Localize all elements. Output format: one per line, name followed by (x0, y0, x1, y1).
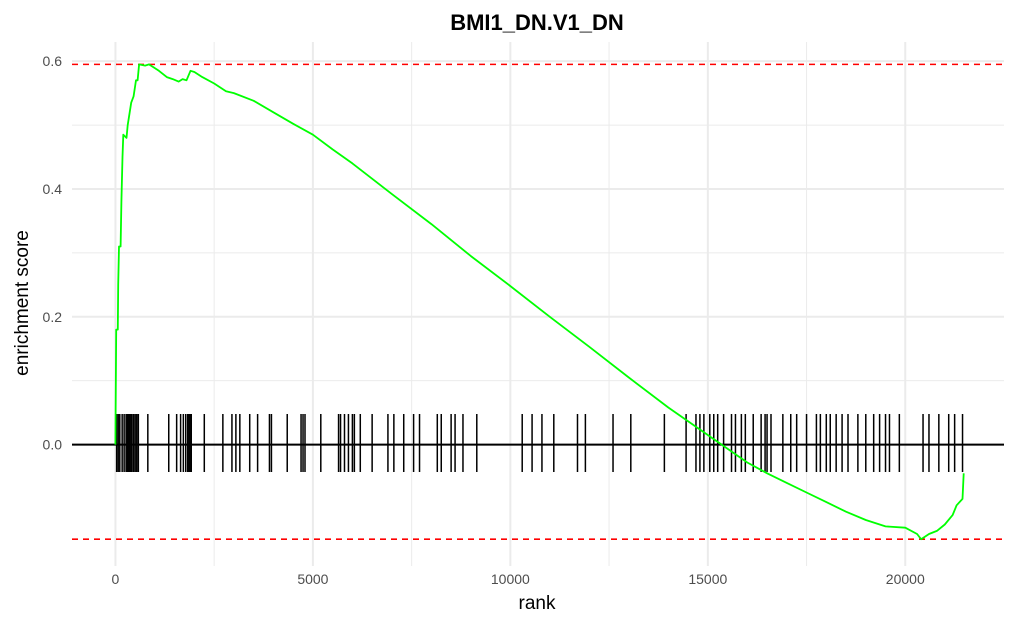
grid-lines (72, 42, 1004, 566)
x-tick-label: 0 (112, 571, 120, 587)
x-tick-label: 5000 (297, 571, 328, 587)
y-tick-label: 0.2 (43, 309, 63, 325)
y-tick-label: 0.0 (43, 437, 63, 453)
x-tick-label: 10000 (491, 571, 530, 587)
y-axis-ticks: 0.0 0.2 0.4 0.6 (43, 53, 63, 452)
y-axis-title: enrichment score (12, 230, 33, 376)
x-axis-ticks: 0 5000 10000 15000 20000 (112, 571, 925, 587)
es-limit-lines (72, 63, 1004, 540)
y-tick-label: 0.6 (43, 53, 63, 69)
x-tick-label: 15000 (688, 571, 727, 587)
gene-hit-ticks (115, 414, 964, 472)
x-axis-title: rank (519, 593, 556, 614)
chart-title: BMI1_DN.V1_DN (450, 10, 624, 35)
running-score-line (114, 63, 965, 541)
running-score-series (114, 63, 965, 541)
y-tick-label: 0.4 (43, 181, 63, 197)
x-tick-label: 20000 (886, 571, 925, 587)
